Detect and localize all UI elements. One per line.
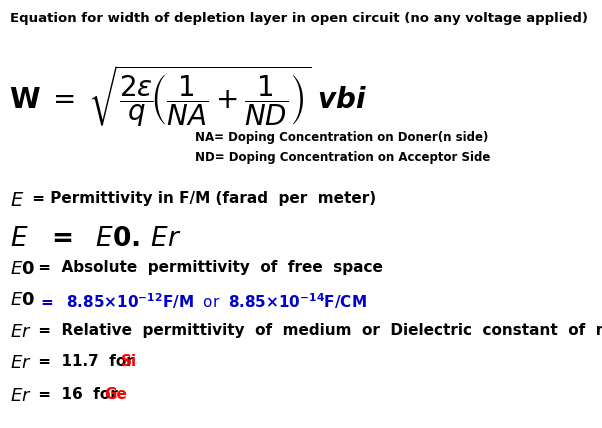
Text: Ge: Ge: [104, 387, 127, 402]
Text: =  16  for: = 16 for: [33, 387, 128, 402]
Text: NA= Doping Concentration on Doner(n side)
ND= Doping Concentration on Acceptor S: NA= Doping Concentration on Doner(n side…: [195, 131, 490, 164]
Text: $\boldsymbol{\mathit{E}}$$\mathbf{0}$: $\boldsymbol{\mathit{E}}$$\mathbf{0}$: [10, 260, 35, 278]
Text: = Permittivity in F/M (farad  per  meter): = Permittivity in F/M (farad per meter): [26, 190, 376, 205]
Text: Equation for width of depletion layer in open circuit (no any voltage applied): Equation for width of depletion layer in…: [10, 12, 588, 25]
Text: $\boldsymbol{\mathit{E}}$: $\boldsymbol{\mathit{E}}$: [10, 190, 24, 210]
Text: $\boldsymbol{\mathit{E}\mathit{r}}$: $\boldsymbol{\mathit{E}\mathit{r}}$: [10, 387, 31, 405]
Text: $\boldsymbol{\mathit{E}\mathit{r}}$: $\boldsymbol{\mathit{E}\mathit{r}}$: [10, 323, 31, 341]
Text: $\boldsymbol{\mathit{E}}$$\mathbf{0}$: $\boldsymbol{\mathit{E}}$$\mathbf{0}$: [10, 291, 35, 309]
Text: $\boldsymbol{\mathit{E}\mathit{r}}$: $\boldsymbol{\mathit{E}\mathit{r}}$: [10, 354, 31, 372]
Text: Si: Si: [122, 354, 137, 369]
Text: =  Absolute  permittivity  of  free  space: = Absolute permittivity of free space: [33, 260, 383, 275]
Text: $\boldsymbol{\mathit{E}}$: $\boldsymbol{\mathit{E}}$: [10, 226, 28, 252]
Text: =  11.7  for: = 11.7 for: [33, 354, 144, 369]
Text: =  Relative  permittivity  of  medium  or  Dielectric  constant  of  material.: = Relative permittivity of medium or Die…: [33, 323, 602, 338]
Text: $\mathbf{W\;}=\;\sqrt{\dfrac{2\epsilon}{q}\!\left(\dfrac{1}{NA}+\dfrac{1}{ND}\ri: $\mathbf{W\;}=\;\sqrt{\dfrac{2\epsilon}{…: [9, 63, 367, 129]
Text: $\mathbf{=}$  $\boldsymbol{\mathit{E}}$$\mathbf{0.\,}$$\boldsymbol{\mathit{E}\ma: $\mathbf{=}$ $\boldsymbol{\mathit{E}}$$\…: [31, 226, 182, 252]
Text: $\mathbf{=}$  $\mathbf{8.85{\times}10^{-12}F/M}$  or  $\mathbf{8.85{\times}10^{-: $\mathbf{=}$ $\mathbf{8.85{\times}10^{-1…: [33, 291, 367, 311]
